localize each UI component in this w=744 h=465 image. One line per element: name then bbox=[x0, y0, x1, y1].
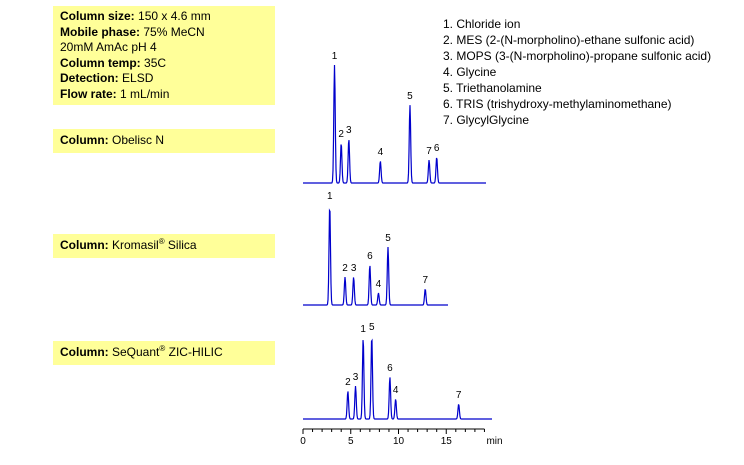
peak-label: 6 bbox=[387, 363, 393, 374]
legend-item: 6. TRIS (trishydroxy-methylaminomethane) bbox=[443, 97, 672, 111]
peak-label: 5 bbox=[385, 233, 391, 244]
chromatogram-trace-1 bbox=[303, 64, 486, 184]
peak-label: 2 bbox=[342, 263, 348, 274]
peak-label: 5 bbox=[407, 91, 413, 102]
column-label: Column: bbox=[60, 133, 109, 147]
x-tick-label: 5 bbox=[348, 436, 354, 447]
condition-row: Mobile phase: 75% MeCN bbox=[60, 25, 275, 41]
peak-label: 2 bbox=[338, 129, 344, 140]
condition-row: Detection: ELSD bbox=[60, 71, 275, 87]
conditions-panel: Column size: 150 x 4.6 mm Mobile phase: … bbox=[53, 6, 275, 105]
peak-label: 7 bbox=[456, 390, 462, 401]
x-tick-label: 0 bbox=[300, 436, 306, 447]
column-label: Column: bbox=[60, 345, 109, 359]
column-label-kromasil: Column: Kromasil® Silica bbox=[53, 234, 275, 258]
peak-label: 3 bbox=[353, 372, 359, 383]
peak-label: 2 bbox=[345, 377, 351, 388]
column-name-suffix: ZIC-HILIC bbox=[165, 345, 223, 359]
peak-label: 7 bbox=[422, 275, 428, 286]
x-tick-label: 15 bbox=[441, 436, 453, 447]
condition-label: Column temp: bbox=[60, 55, 141, 70]
column-name: SeQuant bbox=[112, 345, 160, 359]
registered-mark: ® bbox=[159, 344, 166, 353]
condition-label: Mobile phase: bbox=[60, 24, 141, 39]
column-name-suffix: Silica bbox=[164, 238, 197, 252]
registered-mark: ® bbox=[158, 237, 165, 246]
condition-value: 75% MeCN bbox=[143, 24, 205, 39]
peak-label: 6 bbox=[434, 143, 440, 154]
peak-label: 7 bbox=[426, 146, 432, 157]
chromatogram-trace-3 bbox=[303, 338, 492, 420]
condition-value: 1 mL/min bbox=[120, 86, 170, 101]
peak-label: 4 bbox=[393, 385, 399, 396]
peak-label: 5 bbox=[369, 322, 375, 333]
column-name: Kromasil bbox=[112, 238, 159, 252]
peak-label: 6 bbox=[367, 251, 373, 262]
x-axis-unit: min bbox=[486, 436, 502, 447]
peak-label: 4 bbox=[378, 147, 384, 158]
peak-label: 4 bbox=[376, 279, 382, 290]
condition-value: 20mM AmAc pH 4 bbox=[60, 40, 157, 54]
legend-item: 5. Triethanolamine bbox=[443, 81, 542, 95]
condition-label: Detection: bbox=[60, 71, 119, 85]
legend-item: 2. MES (2-(N-morpholino)-ethane sulfonic… bbox=[443, 33, 695, 47]
condition-value: 35C bbox=[144, 55, 167, 70]
peak-label: 1 bbox=[327, 191, 333, 202]
condition-value: 150 x 4.6 mm bbox=[138, 9, 211, 23]
column-label-sequant: Column: SeQuant® ZIC-HILIC bbox=[53, 341, 275, 365]
condition-row: 20mM AmAc pH 4 bbox=[60, 40, 275, 56]
compound-legend: 1. Chloride ion 2. MES (2-(N-morpholino)… bbox=[443, 16, 711, 128]
peak-label: 1 bbox=[332, 51, 338, 62]
column-label: Column: bbox=[60, 238, 109, 252]
legend-item: 1. Chloride ion bbox=[443, 17, 521, 31]
condition-label: Column size: bbox=[60, 9, 135, 23]
x-tick-label: 10 bbox=[393, 436, 405, 447]
peak-label: 1 bbox=[360, 324, 366, 335]
column-label-obelisc: Column: Obelisc N bbox=[53, 129, 275, 153]
condition-value: ELSD bbox=[122, 71, 154, 85]
legend-item: 4. Glycine bbox=[443, 65, 497, 79]
condition-row: Column size: 150 x 4.6 mm bbox=[60, 9, 275, 25]
condition-label: Flow rate: bbox=[60, 86, 117, 101]
condition-row: Column temp: 35C bbox=[60, 56, 275, 72]
legend-item: 7. GlycylGlycine bbox=[443, 113, 530, 127]
column-name: Obelisc N bbox=[112, 133, 165, 147]
peak-label: 3 bbox=[346, 125, 352, 136]
peak-label: 3 bbox=[351, 263, 357, 274]
condition-row: Flow rate: 1 mL/min bbox=[60, 87, 275, 103]
legend-item: 3. MOPS (3-(N-morpholino)-propane sulfon… bbox=[443, 49, 712, 63]
chromatogram-trace-2 bbox=[303, 208, 448, 306]
